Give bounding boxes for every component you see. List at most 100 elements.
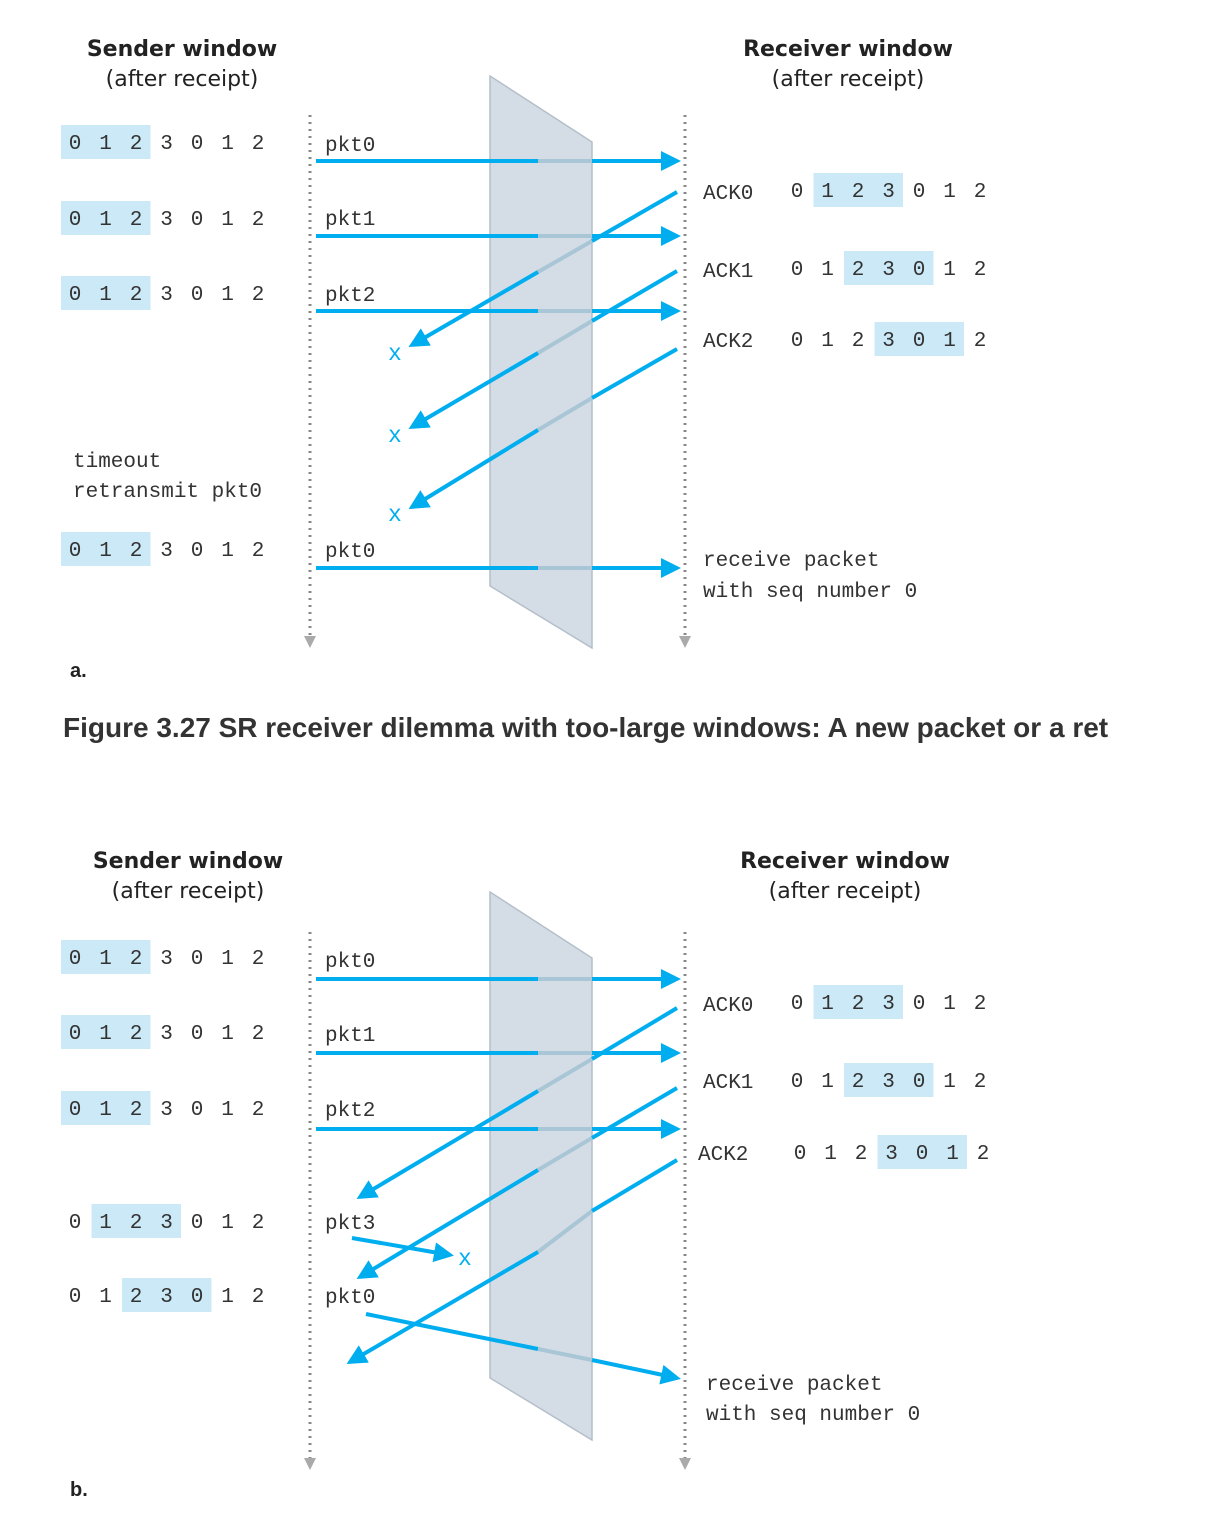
window-highlight xyxy=(844,251,934,285)
packet-label: pkt1 xyxy=(325,1025,375,1048)
seq-digit: 2 xyxy=(252,133,265,156)
lost-mark: x xyxy=(388,502,402,528)
channel-plane xyxy=(489,74,593,650)
window-highlight xyxy=(91,1204,181,1238)
seq-digit: 1 xyxy=(221,209,234,232)
seq-digit: 1 xyxy=(821,181,834,204)
window-highlight xyxy=(877,1135,967,1169)
seq-digit: 1 xyxy=(824,1143,837,1166)
ack-arrow xyxy=(356,1006,679,1200)
seq-digit: 1 xyxy=(221,1099,234,1122)
seq-digit: 1 xyxy=(99,1212,112,1235)
receive-note: with seq number 0 xyxy=(703,581,917,604)
window-highlight xyxy=(61,201,151,235)
sender-header-sub: (after receipt) xyxy=(112,879,265,904)
seq-digit: 2 xyxy=(130,1212,143,1235)
seq-digit: 2 xyxy=(252,1099,265,1122)
packet-label: pkt3 xyxy=(325,1213,375,1236)
seq-digit: 0 xyxy=(69,1023,82,1046)
ack-arrow xyxy=(408,347,678,510)
seq-digit: 1 xyxy=(99,284,112,307)
packet-label: pkt0 xyxy=(325,951,375,974)
seq-digit: 3 xyxy=(882,993,895,1016)
seq-digit: 1 xyxy=(99,1023,112,1046)
seq-digit: 0 xyxy=(191,284,204,307)
timeout-note: timeout xyxy=(73,451,161,474)
seq-digit: 1 xyxy=(946,1143,959,1166)
seq-digit: 2 xyxy=(130,1099,143,1122)
seq-digit: 1 xyxy=(221,133,234,156)
seq-digit: 1 xyxy=(943,181,956,204)
ack-label: ACK0 xyxy=(703,183,753,206)
sender-header-sub: (after receipt) xyxy=(106,67,259,92)
ack-label: ACK1 xyxy=(703,1072,753,1095)
seq-digit: 0 xyxy=(191,1212,204,1235)
seq-digit: 0 xyxy=(69,1099,82,1122)
seq-digit: 0 xyxy=(69,948,82,971)
seq-digit: 1 xyxy=(221,1212,234,1235)
seq-digit: 2 xyxy=(252,540,265,563)
window-highlight xyxy=(813,173,903,207)
seq-digit: 0 xyxy=(191,209,204,232)
retransmit-note: retransmit pkt0 xyxy=(73,481,262,504)
seq-digit: 2 xyxy=(130,540,143,563)
seq-digit: 1 xyxy=(821,1071,834,1094)
seq-digit: 1 xyxy=(821,330,834,353)
seq-digit: 1 xyxy=(821,993,834,1016)
seq-digit: 0 xyxy=(791,1071,804,1094)
receive-note: receive packet xyxy=(703,550,879,573)
window-highlight xyxy=(813,985,903,1019)
sender-header-title: Sender window xyxy=(93,849,283,874)
packet-label: pkt1 xyxy=(325,209,375,232)
seq-digit: 2 xyxy=(852,330,865,353)
seq-digit: 2 xyxy=(252,209,265,232)
seq-digit: 0 xyxy=(794,1143,807,1166)
packet-arrow-lost xyxy=(351,1236,454,1263)
seq-digit: 2 xyxy=(252,1286,265,1309)
seq-digit: 2 xyxy=(252,948,265,971)
window-highlight xyxy=(61,532,151,566)
seq-digit: 2 xyxy=(852,181,865,204)
panel-b: Sender window (after receipt) Receiver w… xyxy=(61,849,989,1501)
ack-arrow xyxy=(408,269,679,430)
window-highlight xyxy=(61,1091,151,1125)
seq-digit: 0 xyxy=(791,330,804,353)
seq-digit: 2 xyxy=(974,330,987,353)
seq-digit: 3 xyxy=(160,1286,173,1309)
window-highlight xyxy=(61,276,151,310)
seq-digit: 0 xyxy=(791,259,804,282)
lost-mark: x xyxy=(388,341,402,367)
seq-digit: 2 xyxy=(252,1212,265,1235)
seq-digit: 2 xyxy=(974,1071,987,1094)
seq-digit: 2 xyxy=(252,284,265,307)
seq-digit: 3 xyxy=(160,133,173,156)
seq-digit: 0 xyxy=(913,181,926,204)
seq-digit: 0 xyxy=(69,540,82,563)
seq-digit: 2 xyxy=(852,1071,865,1094)
seq-digit: 1 xyxy=(99,948,112,971)
seq-digit: 2 xyxy=(977,1143,990,1166)
seq-digit: 2 xyxy=(852,259,865,282)
seq-digit: 2 xyxy=(130,284,143,307)
seq-digit: 0 xyxy=(913,259,926,282)
receiver-header-title: Receiver window xyxy=(743,37,953,62)
seq-digit: 3 xyxy=(160,1212,173,1235)
seq-digit: 1 xyxy=(221,540,234,563)
receive-note: with seq number 0 xyxy=(706,1404,920,1427)
figure-caption: Figure 3.27 SR receiver dilemma with too… xyxy=(63,712,1108,743)
seq-digit: 3 xyxy=(882,330,895,353)
panel-a: Sender window (after receipt) Receiver w… xyxy=(61,37,986,682)
receive-note: receive packet xyxy=(706,1374,882,1397)
seq-digit: 3 xyxy=(160,284,173,307)
seq-digit: 1 xyxy=(221,284,234,307)
window-highlight xyxy=(61,1015,151,1049)
